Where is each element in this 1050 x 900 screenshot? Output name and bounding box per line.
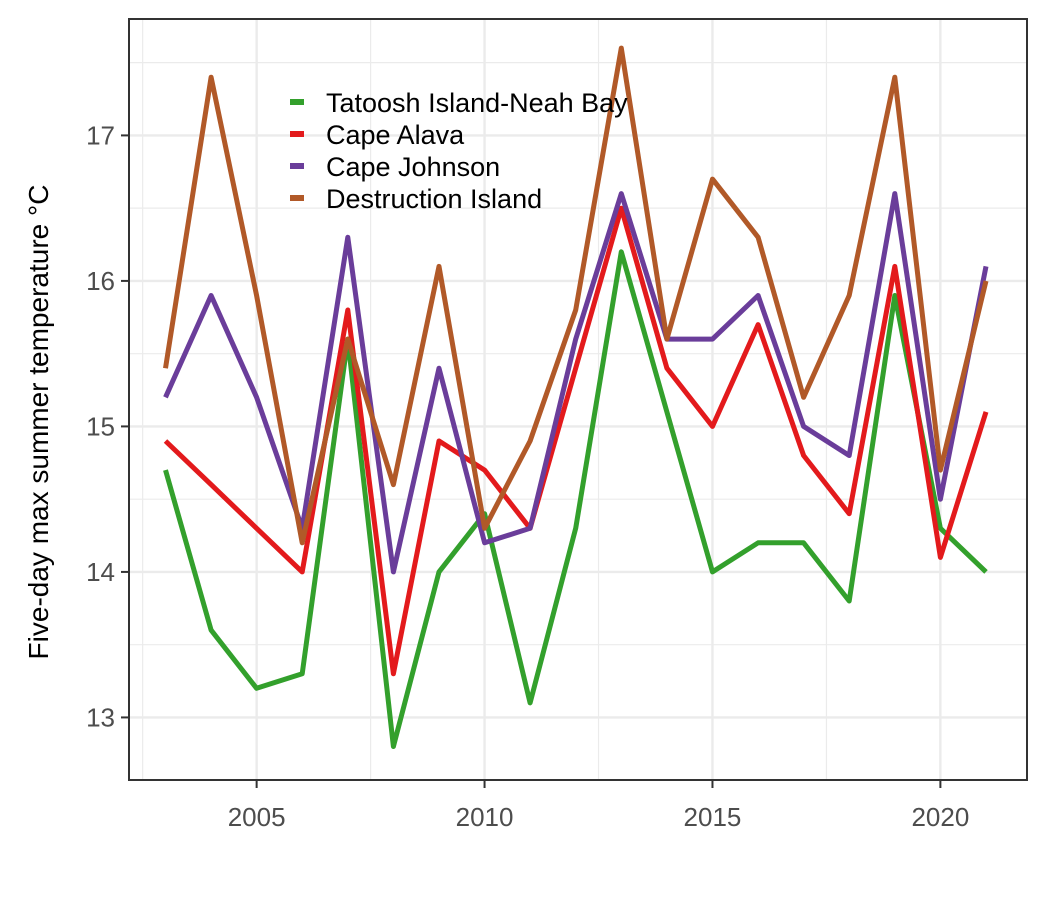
y-tick-label: 14 [86,557,115,587]
y-axis-title: Five-day max summer temperature °C [23,185,54,660]
legend-label: Cape Alava [326,120,465,150]
y-tick-label: 15 [86,411,115,441]
y-tick-label: 13 [86,702,115,732]
panel-border [128,18,1028,781]
y-tick-label: 17 [86,120,115,150]
legend-key [290,99,304,105]
x-axis: 2005 2010 2015 2020 [228,780,969,832]
legend-label: Cape Johnson [326,152,500,182]
x-tick-label: 2015 [684,802,742,832]
series-line [163,249,988,749]
x-tick-label: 2020 [911,802,969,832]
legend-label: Tatoosh Island-Neah Bay [326,88,628,118]
y-tick-label: 16 [86,266,115,296]
series-line [163,45,989,546]
legend-label: Destruction Island [326,184,542,214]
series-line [163,191,989,575]
y-axis: 13 14 15 16 17 [86,120,129,732]
series-lines [163,45,989,749]
legend-key [290,195,304,201]
series-line [163,205,989,677]
x-tick-label: 2010 [456,802,514,832]
legend-key [290,163,304,169]
legend-key [290,131,304,137]
x-tick-label: 2005 [228,802,286,832]
